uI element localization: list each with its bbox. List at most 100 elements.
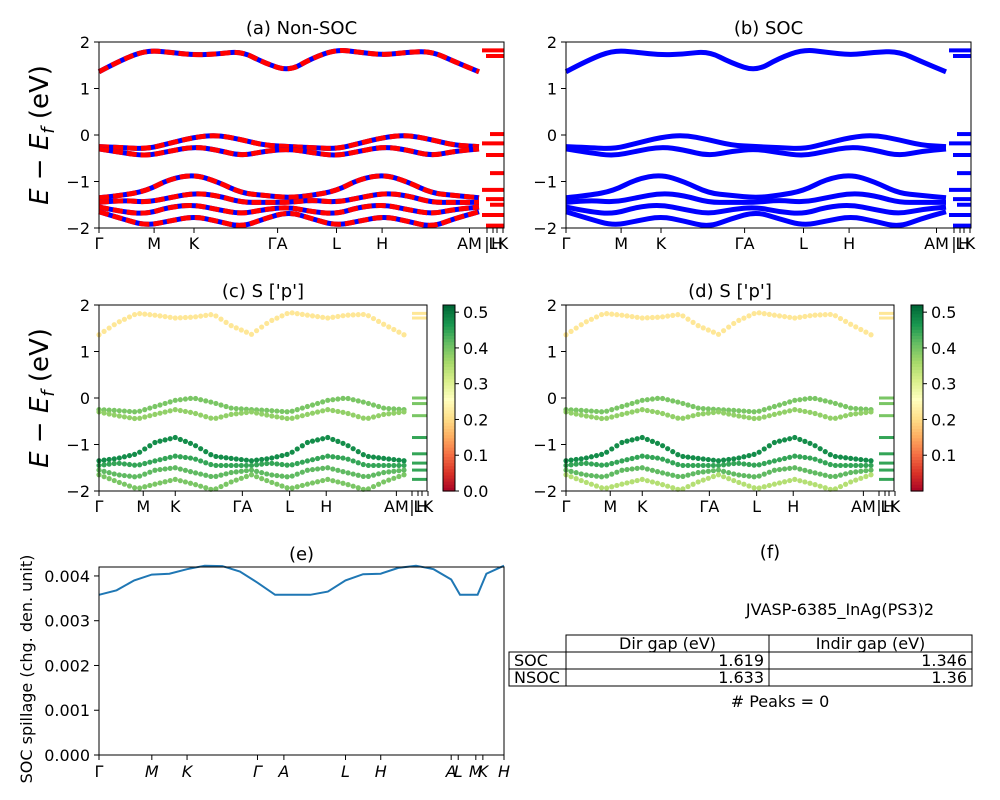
band-line-6 [565,203,947,216]
band-point [157,402,163,408]
table-column-header: Dir gap (eV) [619,634,716,653]
band-point [198,471,204,477]
band-point [619,411,625,418]
x-tick-label: H [375,762,387,781]
x-tick-label: K [498,234,509,253]
colorbar-segment [443,305,455,309]
band-point [172,453,178,459]
colorbar-segment [443,416,455,421]
colorbar-segment [911,382,923,387]
band-point [320,465,326,471]
band-point [629,455,635,462]
band-point [391,468,397,474]
band-point [238,475,244,481]
band-point [345,395,351,402]
colorbar-segment [911,450,923,455]
band-point [807,395,813,401]
colorbar-segment [443,432,455,436]
panel-title: (c) S ['p'] [222,281,304,302]
band-point [269,479,275,486]
band-point [208,415,214,421]
band-point [391,475,397,481]
band-point [386,456,392,462]
band-point [776,402,783,408]
band-point [771,467,778,473]
band-point [274,481,280,487]
band-point [715,472,722,478]
band-point [853,411,859,417]
band-point [670,485,676,491]
band-point [345,456,351,462]
band-point [787,436,793,442]
band-point [309,457,316,463]
band-point [147,482,153,489]
band-point [598,451,605,457]
colorbar-segment [443,472,455,477]
x-tick-label: L [332,234,341,253]
band-point [731,460,737,467]
x-tick-label: K [637,497,648,516]
band-point [320,399,326,405]
band-point [654,440,661,446]
band-point [568,474,574,480]
band-point [842,462,849,469]
band-point [583,319,589,325]
x-tick-label: A [445,762,457,781]
band-point [685,483,691,490]
colorbar-segment [911,385,923,390]
band-point [304,481,311,487]
colorbar-segment [443,447,455,452]
band-point [238,410,244,416]
band-point [822,398,828,404]
band-point [863,468,869,474]
band-point [756,473,762,479]
band-point [121,454,128,460]
band-point [837,414,844,420]
band-point [659,395,666,402]
band-line-1-overlay [97,48,480,75]
band-point [644,478,650,484]
band-point [614,413,620,419]
table-row-label: SOC [514,651,548,670]
band-point [325,434,331,441]
colorbar-segment [911,370,923,374]
band-point [644,315,650,321]
band-point [700,411,706,417]
band-point [731,412,737,418]
band-point [238,406,244,412]
band-point [289,408,295,414]
band-point [705,327,711,333]
band-point [203,485,209,491]
y-tick-label: 0.004 [44,567,90,586]
band-point [720,468,727,474]
band-point [279,452,285,459]
band-point [106,476,112,482]
colorbar-segment [443,466,455,470]
band-point [142,460,148,467]
colorbar-segment [911,419,923,424]
band-point [355,460,361,466]
colorbar-segment [443,391,455,396]
band-point [167,436,173,442]
colorbar-segment [911,441,923,446]
band-point [147,469,153,475]
band-point [710,473,717,480]
band-line-5 [565,191,946,205]
band-point [375,471,382,477]
band-point [142,414,148,420]
y-axis-label: E − Ef (eV) [25,65,59,205]
band-point [629,479,635,485]
band-point [162,409,168,415]
band-point [690,481,696,487]
band-point [670,312,676,318]
colorbar-tick-label: 0.4 [463,339,488,358]
band-point [309,313,316,319]
colorbar-segment [911,376,923,380]
band-point [360,399,366,405]
band-point [858,406,864,412]
band-point [340,469,346,475]
band-point [350,471,356,477]
colorbar-segment [911,379,923,384]
band-point [213,415,219,421]
band-point [314,437,321,443]
